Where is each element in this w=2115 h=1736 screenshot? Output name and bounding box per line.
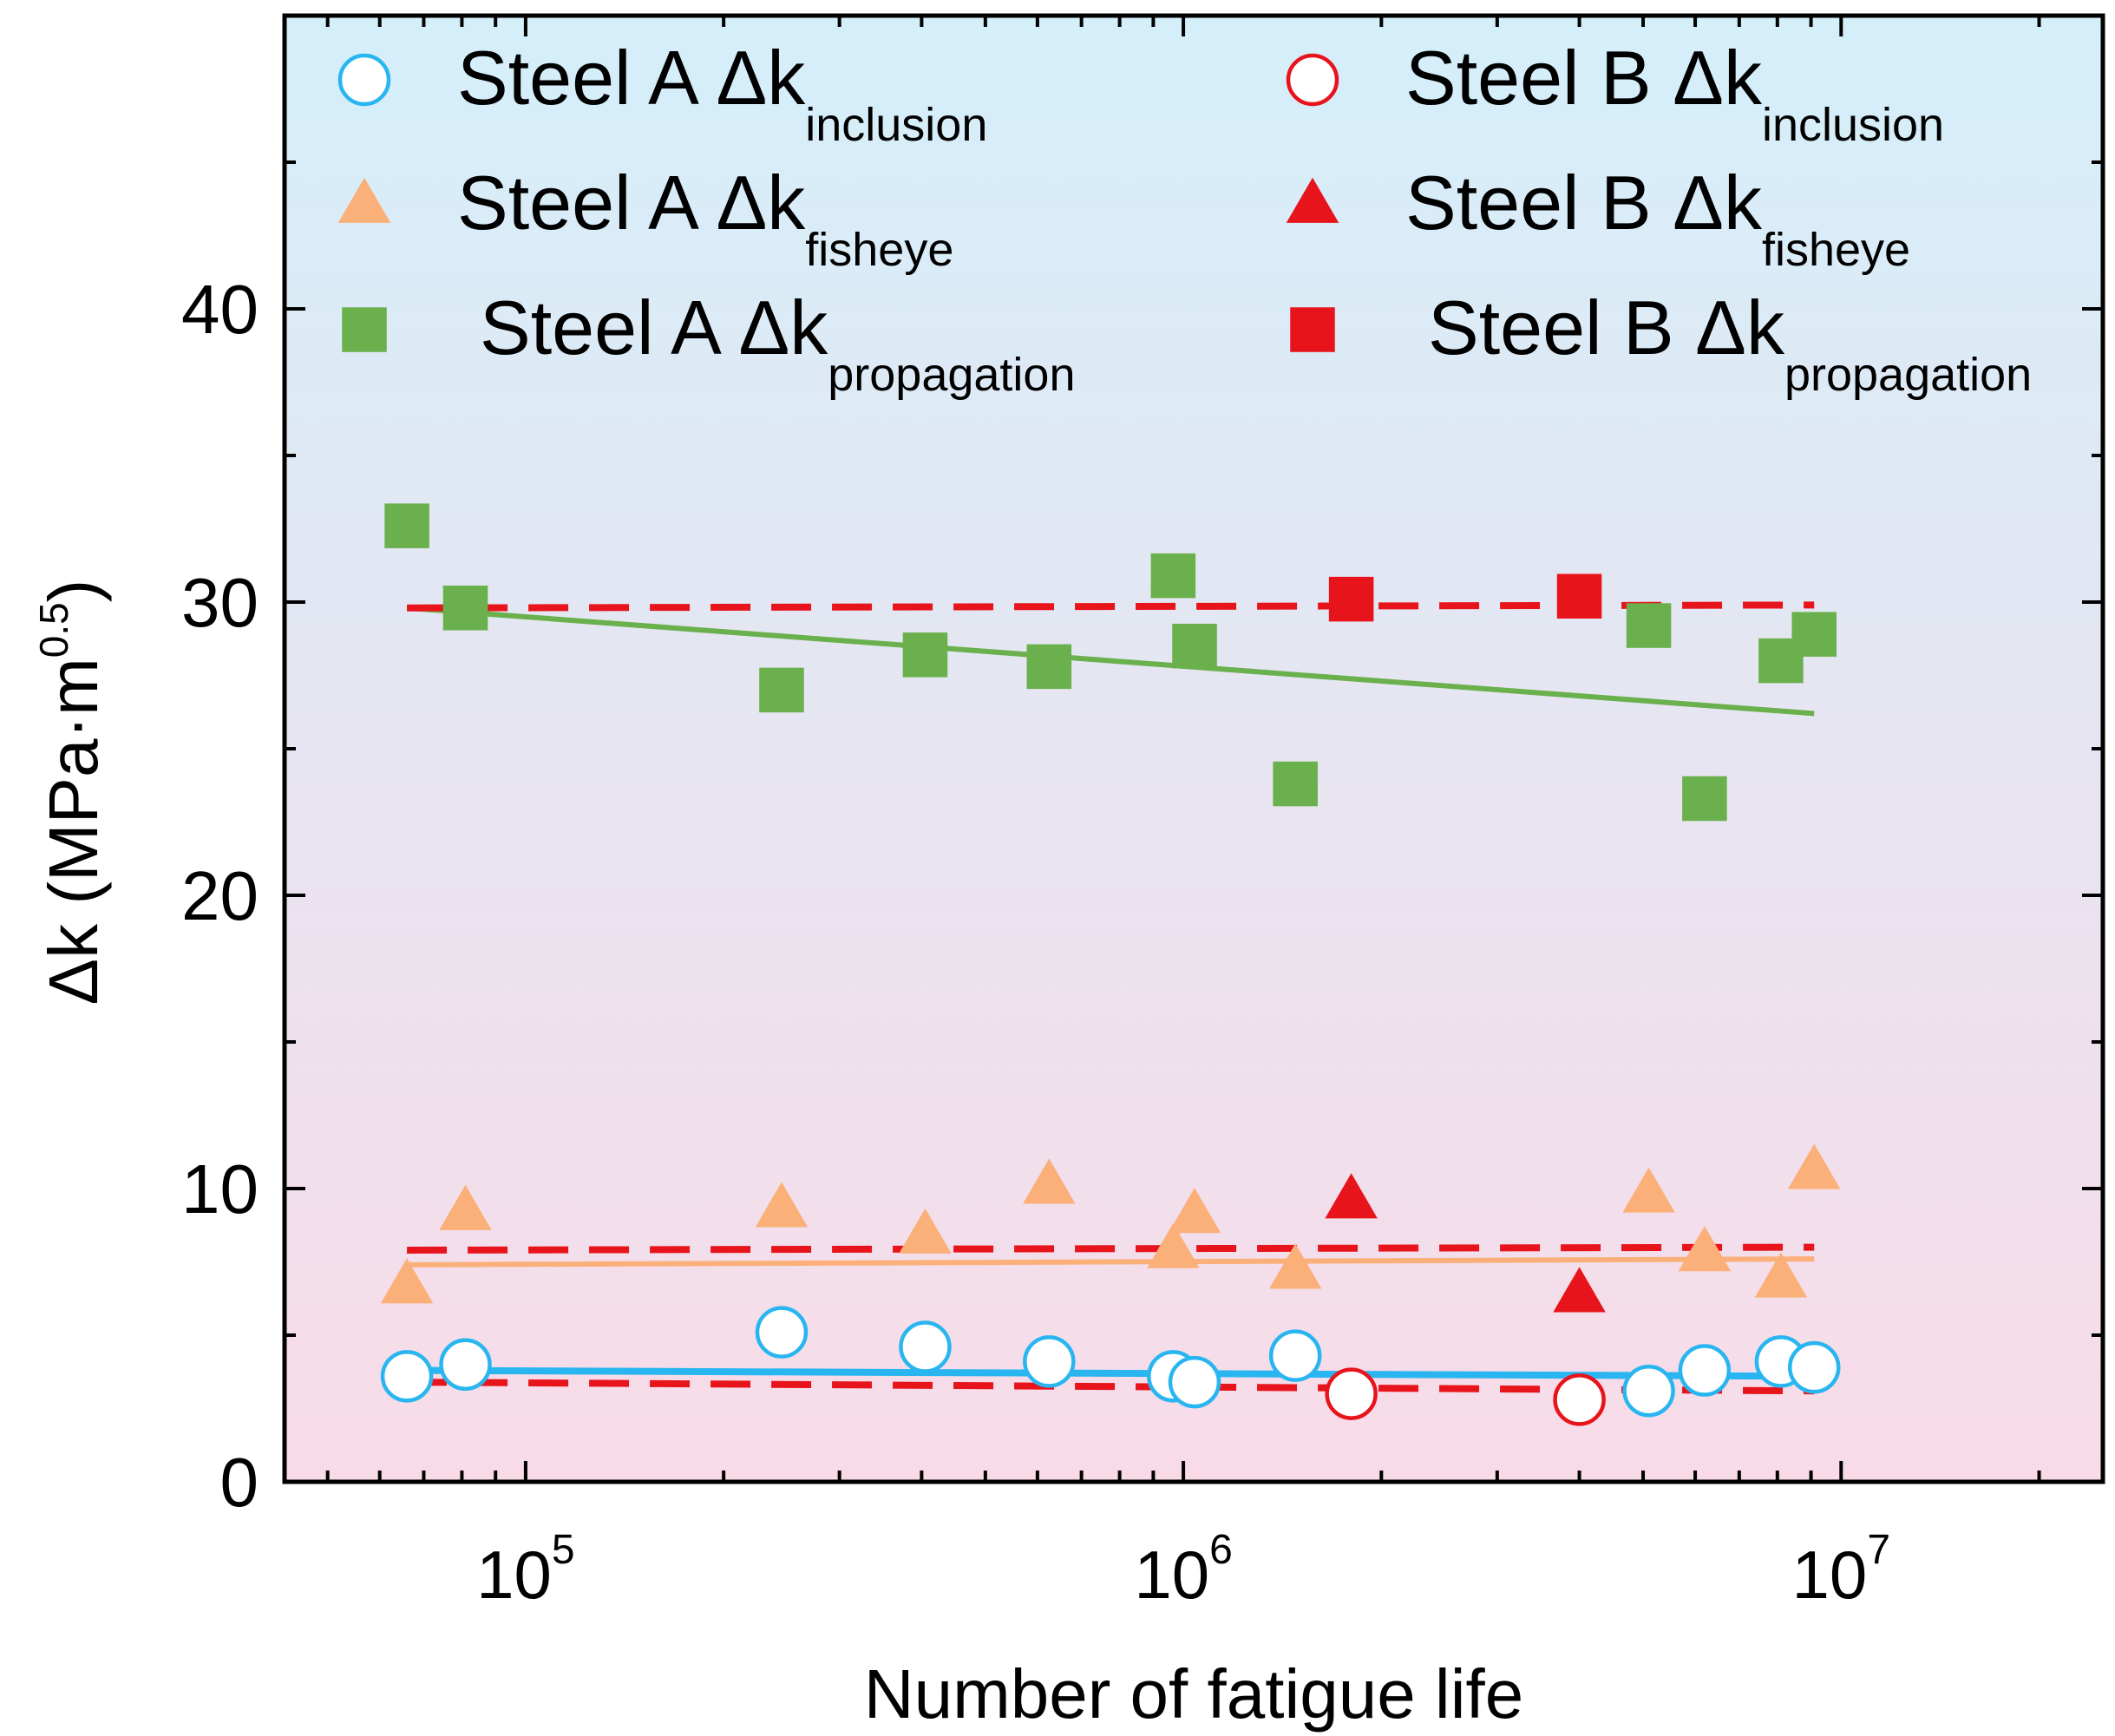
legend-label: Steel B Δkinclusion — [1405, 35, 1944, 151]
steel-a-fisheye-fit-line — [407, 1256, 1815, 1268]
legend-marker — [337, 177, 391, 223]
y-tick-label: 30 — [181, 564, 259, 641]
steel-a-k-fisheye-point — [1787, 1143, 1841, 1189]
steel-b-k-inclusion-point — [1553, 1373, 1606, 1426]
steel-a-k-inclusion-point — [439, 1338, 492, 1392]
steel-a-k-propagation-point — [1026, 644, 1072, 690]
x-tick-label: 107 — [1792, 1527, 1890, 1613]
legend-marker — [337, 53, 391, 107]
steel-a-k-propagation-point — [384, 503, 429, 548]
steel-a-k-fisheye-point — [1754, 1252, 1808, 1298]
legend-item-steel-b-k-propagation: Steel B Δkpropagation — [1290, 285, 2032, 401]
legend-marker — [342, 307, 387, 352]
steel-a-k-fisheye-point — [755, 1182, 809, 1228]
legend-label: Steel B Δkpropagation — [1428, 285, 2032, 401]
steel-a-k-propagation-point — [902, 632, 948, 678]
legend-item-steel-a-k-inclusion: Steel A Δkinclusion — [337, 35, 987, 151]
legend-marker — [1286, 177, 1339, 223]
steel-a-k-propagation-point — [1273, 761, 1318, 807]
steel-a-k-inclusion-point — [899, 1320, 952, 1373]
steel-a-k-inclusion-point — [1168, 1355, 1221, 1409]
steel-a-k-propagation-point — [759, 667, 804, 713]
legend-item-steel-a-k-propagation: Steel A Δkpropagation — [342, 285, 1076, 401]
steel-a-k-inclusion-point — [755, 1306, 809, 1359]
y-tick-label: 40 — [181, 271, 259, 348]
steel-a-k-inclusion-point — [1622, 1364, 1675, 1418]
steel-b-k-fisheye-point — [1553, 1267, 1606, 1313]
plot-background — [285, 16, 2103, 1482]
steel-a-k-inclusion-point — [1023, 1335, 1076, 1388]
steel-b-k-inclusion-point — [1325, 1367, 1378, 1420]
legend-label: Steel A Δkfisheye — [457, 160, 953, 276]
y-axis-label-sup: 0.5 — [31, 602, 76, 658]
legend-item-steel-a-k-fisheye: Steel A Δkfisheye — [337, 160, 953, 276]
data-points — [380, 503, 1841, 1426]
y-axis-label-close: ) — [35, 580, 112, 603]
x-tick-label: 105 — [476, 1527, 574, 1613]
steel-b-k-fisheye-point — [1325, 1173, 1378, 1219]
y-tick-label: 10 — [181, 1150, 259, 1228]
x-axis-label: Number of fatigue life — [864, 1655, 1523, 1733]
y-axis-label: Δk (MPa·m0.5) — [31, 580, 112, 1006]
steel-a-k-propagation-point — [1682, 776, 1727, 822]
y-tick-label: 0 — [220, 1444, 259, 1521]
steel-a-k-inclusion-point — [1678, 1344, 1732, 1397]
steel-a-k-fisheye-point — [439, 1184, 492, 1230]
steel-a-k-fisheye-point — [380, 1258, 434, 1304]
x-tick-label: 106 — [1134, 1527, 1232, 1613]
steel-a-k-inclusion-point — [1787, 1340, 1841, 1394]
steel-a-k-propagation-point — [1791, 612, 1837, 657]
legend-item-steel-b-k-inclusion: Steel B Δkinclusion — [1286, 35, 1944, 151]
steel-a-k-fisheye-point — [899, 1208, 952, 1254]
legend-label: Steel A Δkpropagation — [480, 285, 1076, 401]
y-axis-label-main: Δk (MPa·m — [35, 658, 112, 1005]
legend-marker — [1290, 307, 1335, 352]
legend-marker — [1286, 53, 1339, 107]
steel-a-propagation-fit-line — [406, 605, 1815, 717]
steel-a-k-fisheye-point — [1622, 1167, 1675, 1213]
steel-a-k-fisheye-point — [1147, 1222, 1200, 1268]
steel-a-k-propagation-point — [1626, 603, 1672, 648]
y-axis-ticks: 0 10 20 30 40 — [181, 14, 2103, 1521]
steel-a-k-fisheye-point — [1678, 1226, 1732, 1272]
steel-a-k-propagation-point — [1172, 623, 1217, 669]
steel-a-k-inclusion-point — [1268, 1329, 1322, 1382]
legend-item-steel-b-k-fisheye: Steel B Δkfisheye — [1286, 160, 1910, 276]
steel-b-k-propagation-point — [1328, 576, 1374, 622]
steel-a-k-propagation-point — [442, 586, 488, 631]
steel-b-k-propagation-point — [1556, 573, 1602, 619]
steel-a-k-fisheye-point — [1268, 1243, 1322, 1289]
legend-label: Steel B Δkfisheye — [1405, 160, 1910, 276]
steel-b-fisheye-fit-line — [407, 1243, 1815, 1254]
legend-label: Steel A Δkinclusion — [457, 35, 987, 151]
y-tick-label: 20 — [181, 857, 259, 934]
steel-a-k-fisheye-point — [1023, 1158, 1076, 1204]
steel-a-k-inclusion-point — [380, 1350, 434, 1403]
x-axis-ticks: 105 106 107 — [325, 16, 2041, 1613]
steel-a-k-propagation-point — [1150, 553, 1196, 599]
steel-a-k-fisheye-point — [1168, 1188, 1221, 1234]
